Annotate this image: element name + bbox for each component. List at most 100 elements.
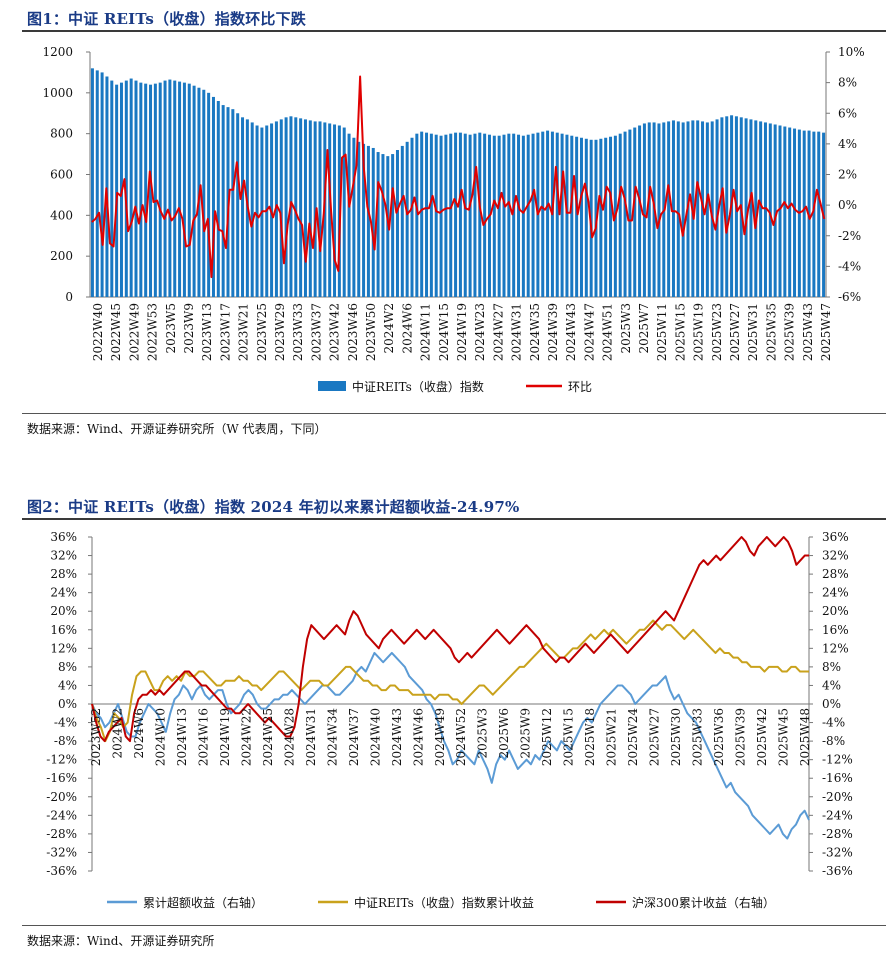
c1-bar: [483, 133, 487, 297]
c2-legend-reits-label: 中证REITs（收盘）指数累计收益: [354, 895, 534, 910]
c1-left-tick-label: 200: [50, 249, 73, 263]
c2-right-tick-label: 20%: [822, 604, 849, 618]
c1-bar: [100, 72, 104, 297]
c1-x-tick-label: 2023W50: [364, 303, 378, 361]
c1-x-tick-label: 2023W5: [164, 303, 178, 354]
c1-bar: [149, 84, 153, 297]
figure2-chart: -36% -32% -28% -24% -20% -16% -12% -8% -4% 0% 4% 8%…: [46, 530, 853, 910]
c1-bar: [681, 122, 685, 297]
c1-x-tick-label: 2025W15: [673, 303, 687, 361]
c1-bar: [163, 80, 167, 297]
c1-bar: [158, 82, 162, 298]
c1-bar: [623, 131, 627, 298]
c2-excess-return-line: [91, 651, 810, 840]
c1-right-tick-label: -6%: [838, 290, 861, 304]
c1-bar: [391, 154, 395, 297]
c1-bar: [405, 141, 409, 297]
c2-left-tick-label: -16%: [46, 771, 77, 785]
c2-left-tick-label: 0%: [58, 697, 77, 711]
c1-x-tick-label: 2025W19: [692, 303, 706, 361]
c1-right-tick-label: 10%: [838, 45, 865, 59]
c1-x-tick-label: 2024W39: [546, 303, 560, 361]
c1-bar: [604, 137, 608, 297]
c1-x-tick-label: 2024W27: [491, 303, 505, 361]
c1-bar: [362, 143, 366, 298]
c2-x-tick-label: 2024W49: [433, 708, 447, 766]
c1-bar: [241, 117, 245, 297]
c2-x-tick-label: 2025W3: [476, 708, 490, 759]
c1-bar: [202, 89, 206, 298]
c1-right-tick-label: -2%: [838, 229, 861, 243]
c1-bar: [110, 80, 114, 297]
c1-x-tick-label: 2024W51: [601, 303, 615, 361]
c1-bar: [376, 152, 380, 297]
c1-bar: [299, 118, 303, 297]
c1-x-tick-label: 2025W7: [637, 303, 651, 354]
c1-right-tick-label: 0%: [838, 198, 857, 212]
c1-bar: [395, 150, 399, 297]
c1-x-tick-label: 2024W6: [400, 303, 414, 354]
c1-bar: [134, 80, 138, 297]
c2-right-tick-label: -20%: [822, 790, 853, 804]
c1-bar: [667, 121, 671, 297]
c1-bar: [420, 131, 424, 298]
figure2-title-rule: [22, 518, 886, 520]
c1-x-tick-label: 2023W21: [237, 303, 251, 361]
c2-left-tick-label: 16%: [50, 623, 77, 637]
c1-bar: [647, 122, 651, 297]
c1-bar: [221, 105, 225, 297]
c2-x-tick-label: 2024W25: [261, 708, 275, 766]
c2-left-tick-label: 8%: [58, 660, 77, 674]
c1-bar: [144, 83, 148, 298]
c1-bar: [410, 137, 414, 297]
c2-left-tick-label: 24%: [50, 586, 77, 600]
c1-x-tick-label: 2022W49: [127, 303, 141, 361]
c1-bar: [793, 128, 797, 297]
c1-bar: [153, 83, 157, 298]
c2-x-tick-label: 2024W40: [368, 708, 382, 766]
c1-bar: [502, 134, 506, 297]
c2-x-tick-label: 2025W15: [562, 708, 576, 766]
c2-x-tick-label: 2025W27: [648, 708, 662, 766]
c1-left-tick-label: 1000: [42, 86, 73, 100]
c2-x-tick-label: 2025W45: [777, 708, 791, 766]
c1-x-tick-label: 2023W13: [200, 303, 214, 361]
c1-bar: [250, 122, 254, 297]
c1-bar: [763, 122, 767, 297]
c1-bar: [633, 127, 637, 297]
c2-left-tick-label: -20%: [46, 790, 77, 804]
c2-left-tick-label: -36%: [46, 864, 77, 878]
c2-right-tick-label: 12%: [822, 641, 849, 655]
c1-bar: [720, 117, 724, 297]
c1-bar: [575, 136, 579, 297]
c1-bar: [129, 78, 133, 297]
c2-right-tick-label: -28%: [822, 827, 853, 841]
c2-x-tick-label: 2024W19: [218, 708, 232, 766]
c2-left-tick-label: 20%: [50, 604, 77, 618]
c2-x-tick-label: 2025W39: [734, 708, 748, 766]
c1-bar: [628, 129, 632, 297]
c2-x-tick-label: 2024W37: [347, 708, 361, 766]
c1-bar: [415, 133, 419, 297]
c2-x-tick-label: 2025W33: [691, 708, 705, 766]
c2-x-tick-label: 2024W43: [390, 708, 404, 766]
c1-right-tick-label: 6%: [838, 106, 857, 120]
c2-right-tick-label: -36%: [822, 864, 853, 878]
c2-left-tick-label: 28%: [50, 567, 77, 581]
c1-x-tick-label: 2025W11: [655, 303, 669, 361]
c1-bar: [671, 120, 675, 298]
c2-x-tick-label: 2024W28: [282, 708, 296, 766]
c1-x-tick-label: 2025W23: [710, 303, 724, 361]
c1-bar: [366, 145, 370, 297]
c2-x-tick-label: 2025W18: [583, 708, 597, 766]
c1-bar: [584, 138, 588, 297]
c2-right-tick-label: 8%: [822, 660, 841, 674]
c2-right-tick-label: 36%: [822, 530, 849, 544]
c1-bar: [255, 125, 259, 297]
c1-bar: [599, 138, 603, 297]
c1-bar: [768, 123, 772, 298]
c1-bar: [676, 121, 680, 297]
c1-wow-line: [91, 75, 826, 279]
c1-bar: [173, 80, 177, 297]
c1-bar: [473, 133, 477, 297]
